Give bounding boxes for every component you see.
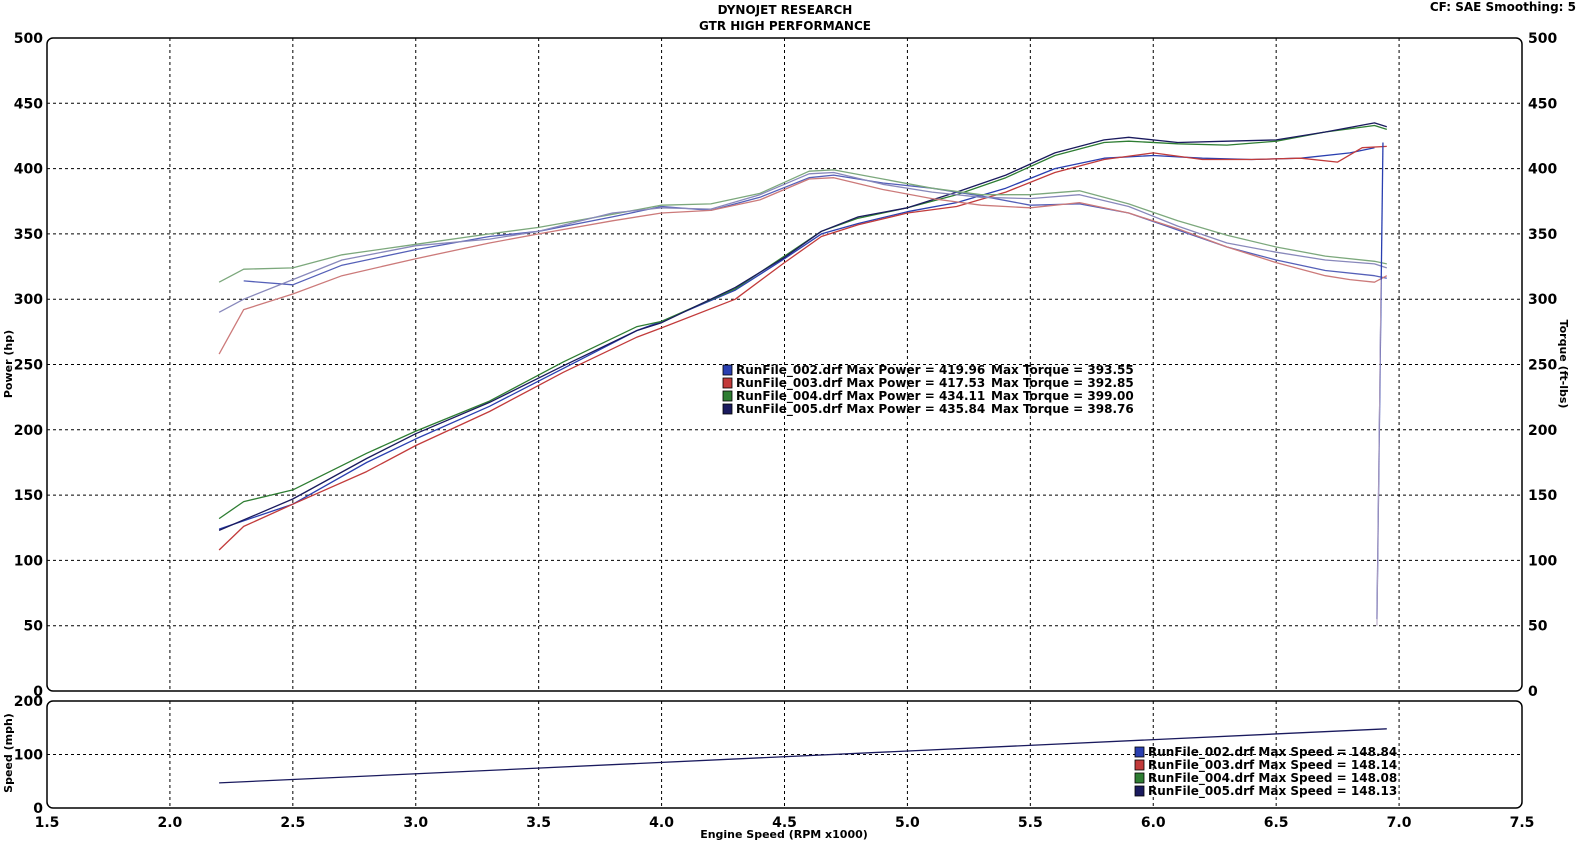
x-tick-label: 4.0 bbox=[649, 815, 674, 831]
series-line bbox=[218, 145, 1387, 551]
legend-torque-label: Max Torque = 398.76 bbox=[991, 402, 1134, 416]
y-tick-label-left: 500 bbox=[14, 31, 43, 47]
legend-label: RunFile_005.drf Max Speed = 148.13 bbox=[1148, 784, 1397, 799]
power-torque-panel: 0 0 50 50 100 100 150 150 200 200 250 250 300 300 350 3… bbox=[14, 31, 1558, 700]
legend-swatch bbox=[1134, 746, 1145, 758]
legend-label: RunFile_004.drf Max Speed = 148.08 bbox=[1148, 771, 1397, 786]
y-axis-label-torque: Torque (ft-lbs) bbox=[1557, 320, 1570, 409]
legend-swatch bbox=[722, 403, 733, 415]
y-tick-label-right: 0 bbox=[1528, 684, 1538, 700]
y-tick-label-left: 0 bbox=[33, 684, 43, 700]
y-tick-label-right: 250 bbox=[1528, 358, 1557, 374]
chart-title: GTR HIGH PERFORMANCE bbox=[699, 19, 871, 33]
x-tick-label: 5.0 bbox=[895, 815, 920, 831]
series-line bbox=[218, 171, 1388, 313]
legend-torque-label: Max Torque = 392.85 bbox=[991, 376, 1134, 390]
y-tick-label-left: 100 bbox=[14, 553, 43, 569]
y-tick-label-right: 400 bbox=[1528, 162, 1557, 178]
corner-info: CF: SAE Smoothing: 5 bbox=[1430, 0, 1576, 14]
run-end-line bbox=[1376, 279, 1382, 626]
x-tick-label: 6.0 bbox=[1141, 815, 1166, 831]
x-tick-label: 3.5 bbox=[526, 815, 551, 831]
chart-brand-title: DYNOJET RESEARCH bbox=[718, 3, 853, 17]
series-line bbox=[218, 169, 1387, 283]
legend-swatch bbox=[1134, 772, 1145, 784]
y-tick-label-left: 350 bbox=[14, 227, 43, 243]
y-tick-label-left: 450 bbox=[14, 96, 43, 112]
y-tick-label-right: 50 bbox=[1528, 619, 1548, 635]
y-tick-label-right: 150 bbox=[1528, 488, 1557, 504]
legend-label: RunFile_005.drf Max Power = 435.84 bbox=[736, 402, 985, 417]
y-tick-label-left: 250 bbox=[14, 358, 43, 374]
y-tick-label-left: 200 bbox=[14, 694, 43, 710]
y-tick-label-right: 350 bbox=[1528, 227, 1557, 243]
legend-swatch bbox=[1134, 759, 1145, 771]
series-line bbox=[218, 124, 1387, 520]
y-axis-label-power: Power (hp) bbox=[2, 330, 15, 398]
series-line bbox=[218, 177, 1388, 355]
y-tick-label-left: 100 bbox=[14, 748, 43, 764]
y-axis-label-speed: Speed (mph) bbox=[2, 713, 15, 793]
legend-torque-label: Max Torque = 399.00 bbox=[991, 389, 1134, 403]
y-tick-label-left: 50 bbox=[24, 619, 44, 635]
legend-label: RunFile_003.drf Max Speed = 148.14 bbox=[1148, 758, 1397, 773]
x-tick-label: 2.0 bbox=[158, 815, 183, 831]
series-line bbox=[219, 728, 1387, 784]
legend-label: RunFile_002.drf Max Speed = 148.84 bbox=[1148, 745, 1397, 760]
speed-panel: 1.5 2.0 2.5 3.0 3.5 4.0 4.5 5.0 5.5 6.0 6.5 7.0 7.5 0… bbox=[14, 694, 1535, 831]
x-tick-label: 7.0 bbox=[1387, 815, 1412, 831]
legend-torque-label: Max Torque = 393.55 bbox=[991, 363, 1134, 377]
series-line bbox=[218, 147, 1375, 530]
y-tick-label-right: 500 bbox=[1528, 31, 1557, 47]
legend-label: RunFile_003.drf Max Power = 417.53 bbox=[736, 376, 985, 391]
legend-label: RunFile_002.drf Max Power = 419.96 bbox=[736, 363, 985, 378]
x-tick-label: 2.5 bbox=[280, 815, 305, 831]
y-tick-label-left: 150 bbox=[14, 488, 43, 504]
y-tick-label-right: 200 bbox=[1528, 423, 1557, 439]
x-tick-label: 5.5 bbox=[1018, 815, 1043, 831]
y-tick-label-right: 450 bbox=[1528, 96, 1557, 112]
y-tick-label-left: 0 bbox=[33, 801, 43, 817]
y-tick-label-left: 200 bbox=[14, 423, 43, 439]
x-tick-label: 4.5 bbox=[772, 815, 797, 831]
x-axis-label: Engine Speed (RPM x1000) bbox=[700, 828, 868, 841]
legend-label: RunFile_004.drf Max Power = 434.11 bbox=[736, 389, 985, 404]
y-tick-label-left: 400 bbox=[14, 162, 43, 178]
legend-swatch bbox=[1134, 785, 1145, 797]
y-tick-label-left: 300 bbox=[14, 292, 43, 308]
legend-swatch bbox=[722, 364, 733, 376]
x-tick-label: 7.5 bbox=[1510, 815, 1535, 831]
x-tick-label: 1.5 bbox=[35, 815, 60, 831]
x-tick-label: 3.0 bbox=[403, 815, 428, 831]
series-line bbox=[218, 122, 1387, 531]
legend-swatch bbox=[722, 390, 733, 402]
y-tick-label-right: 100 bbox=[1528, 553, 1557, 569]
x-tick-label: 6.5 bbox=[1264, 815, 1289, 831]
y-tick-label-right: 300 bbox=[1528, 292, 1557, 308]
legend-swatch bbox=[722, 377, 733, 389]
